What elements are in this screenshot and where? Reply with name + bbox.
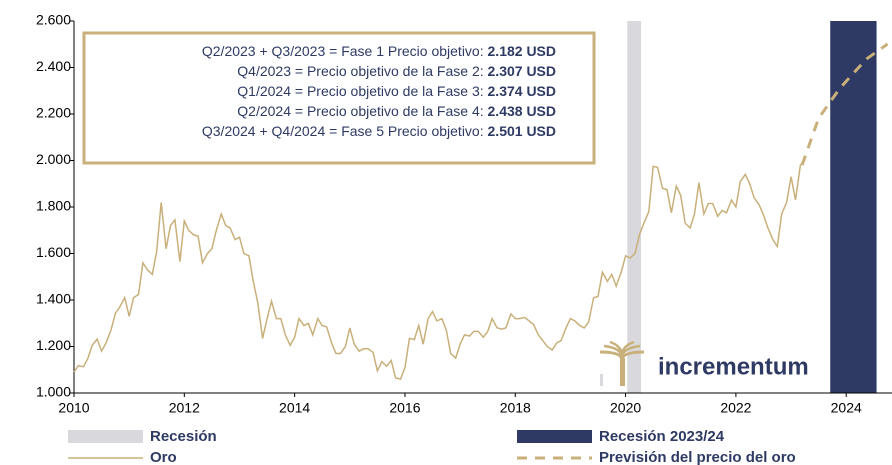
y-tick-label: 2.400 xyxy=(36,58,71,74)
y-tick-label: 1.600 xyxy=(36,244,71,260)
logo-icon xyxy=(599,340,645,386)
x-tick-label: 2010 xyxy=(58,400,89,416)
annotation-line: Q1/2024 = Precio objetivo de la Fase 3: … xyxy=(237,83,556,99)
y-tick-label: 2.200 xyxy=(36,105,71,121)
y-tick-label: 2.600 xyxy=(36,12,71,28)
annotation-box xyxy=(82,31,596,165)
annotation-value: 2.307 USD xyxy=(488,63,556,79)
x-tick-label: 2024 xyxy=(831,400,862,416)
annotation-text: Q1/2024 = Precio objetivo de la Fase 3: xyxy=(237,83,487,99)
annotation-text: Q2/2023 + Q3/2023 = Fase 1 Precio objeti… xyxy=(202,43,488,59)
legend-label: Previsión del precio del oro xyxy=(599,449,796,465)
y-tick-label: 1.400 xyxy=(36,291,71,307)
y-tick-label: 1.200 xyxy=(36,337,71,353)
x-tick-label: 2020 xyxy=(610,400,641,416)
annotation-line: Q4/2023 = Precio objetivo de la Fase 2: … xyxy=(237,63,556,79)
legend-label: Oro xyxy=(150,449,177,465)
forecast-line xyxy=(800,42,889,166)
annotation-value: 2.374 USD xyxy=(488,83,556,99)
annotation-line: Q3/2024 + Q4/2024 = Fase 5 Precio objeti… xyxy=(202,123,556,139)
annotation-line: Q2/2024 = Precio objetivo de la Fase 4: … xyxy=(237,103,556,119)
annotation-text: Q3/2024 + Q4/2024 = Fase 5 Precio objeti… xyxy=(202,123,488,139)
logo-text: incrementum xyxy=(658,353,809,380)
y-tick-label: 2.000 xyxy=(36,151,71,167)
legend-label: Recesión xyxy=(150,428,217,445)
y-tick-label: 1.000 xyxy=(36,384,71,400)
y-tick-label: 1.800 xyxy=(36,198,71,214)
annotation-text: Q2/2024 = Precio objetivo de la Fase 4: xyxy=(237,103,487,119)
recession-band xyxy=(627,21,642,393)
annotation-value: 2.501 USD xyxy=(488,123,556,139)
recession-band xyxy=(830,21,877,393)
annotation-text: Q4/2023 = Precio objetivo de la Fase 2: xyxy=(237,63,487,79)
legend-label: Recesión 2023/24 xyxy=(599,428,725,445)
annotation-value: 2.182 USD xyxy=(488,43,556,59)
annotation-value: 2.438 USD xyxy=(488,103,556,119)
plot-area: 1.000 1.200 1.400 1.600 1.800 2.000 2.200 2.400… xyxy=(36,12,892,416)
x-tick-label: 2022 xyxy=(720,400,751,416)
x-tick-label: 2016 xyxy=(389,400,420,416)
annotation-line: Q2/2023 + Q3/2023 = Fase 1 Precio objeti… xyxy=(202,43,556,59)
x-tick-label: 2012 xyxy=(169,400,200,416)
gold-line xyxy=(73,159,806,380)
legend-swatch xyxy=(68,430,143,443)
legend-swatch xyxy=(517,430,592,443)
x-tick-label: 2018 xyxy=(500,400,531,416)
annotation: Q2/2023 + Q3/2023 = Fase 1 Precio objeti… xyxy=(202,43,556,139)
x-tick-label: 2014 xyxy=(279,400,310,416)
